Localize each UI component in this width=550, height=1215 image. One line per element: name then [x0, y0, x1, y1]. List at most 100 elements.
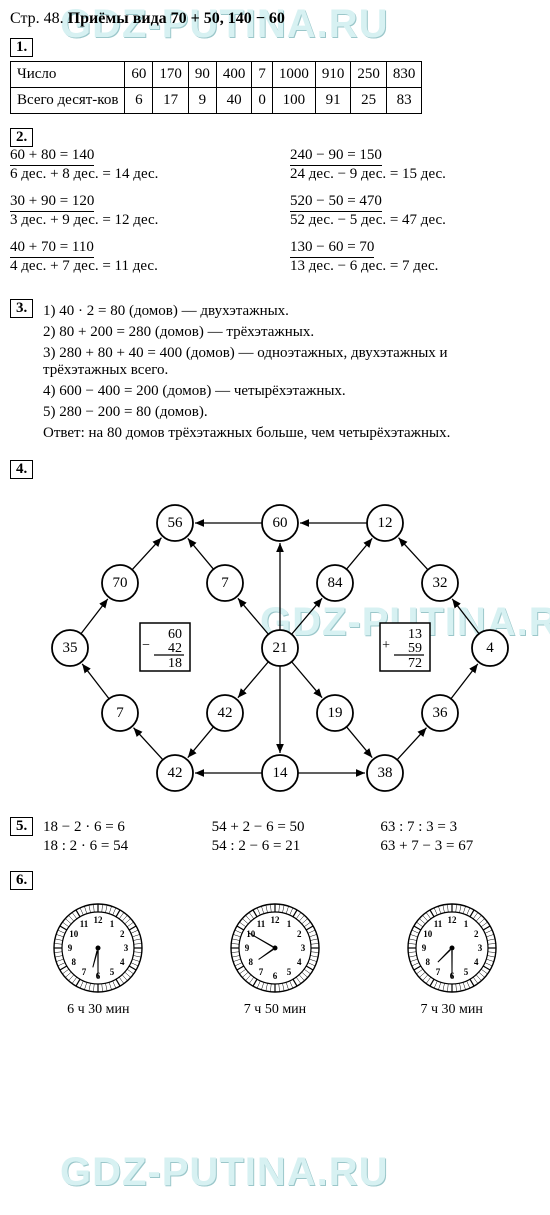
svg-text:11: 11: [433, 919, 442, 929]
svg-text:9: 9: [245, 943, 250, 953]
svg-text:56: 56: [168, 515, 184, 531]
svg-text:32: 32: [433, 575, 448, 591]
equation: 130 − 60 = 70: [290, 239, 374, 258]
equation: 54 + 2 − 6 = 50: [212, 819, 355, 836]
svg-text:12: 12: [447, 915, 457, 925]
svg-text:+: +: [382, 638, 390, 653]
clock-label: 7 ч 30 мин: [392, 1002, 512, 1018]
clock: 1234567891011127 ч 50 мин: [215, 894, 335, 1018]
solution-line: 3) 280 + 80 + 40 = 400 (домов) — одноэта…: [43, 345, 523, 379]
equation: 60 + 80 = 140: [10, 147, 94, 166]
watermark: GDZ-PUTINA.RU: [60, 1150, 389, 1195]
equation-expl: 24 дес. − 9 дес. = 15 дес.: [290, 166, 446, 182]
solution-line: 1) 40 · 2 = 80 (домов) — двухэтажных.: [43, 303, 523, 320]
svg-text:19: 19: [328, 705, 343, 721]
svg-text:4: 4: [486, 640, 494, 656]
equation: 40 + 70 = 110: [10, 239, 94, 258]
svg-text:4: 4: [474, 957, 479, 967]
equation: 30 + 90 = 120: [10, 193, 94, 212]
question-4: 4. −604218+13597256601270784323521474219…: [10, 460, 540, 803]
equation: 63 + 7 − 3 = 67: [380, 838, 523, 855]
svg-text:72: 72: [408, 656, 422, 671]
svg-text:42: 42: [168, 765, 183, 781]
svg-text:5: 5: [287, 967, 292, 977]
svg-text:4: 4: [120, 957, 125, 967]
question-2: 2. 60 + 80 = 1406 дес. + 8 дес. = 14 дес…: [10, 128, 540, 285]
clock: 1234567891011127 ч 30 мин: [392, 894, 512, 1018]
number-graph: −604218+13597256601270784323521474219364…: [15, 483, 535, 803]
svg-text:5: 5: [463, 967, 468, 977]
svg-text:12: 12: [94, 915, 104, 925]
svg-text:60: 60: [168, 627, 182, 642]
svg-text:7: 7: [116, 705, 124, 721]
svg-text:12: 12: [270, 915, 280, 925]
svg-text:38: 38: [378, 765, 393, 781]
svg-text:11: 11: [80, 919, 89, 929]
svg-text:4: 4: [297, 957, 302, 967]
svg-text:9: 9: [68, 943, 73, 953]
svg-text:8: 8: [425, 957, 430, 967]
svg-text:36: 36: [433, 705, 449, 721]
svg-text:42: 42: [218, 705, 233, 721]
svg-text:60: 60: [273, 515, 288, 531]
equation-expl: 52 дес. − 5 дес. = 47 дес.: [290, 212, 446, 228]
tens-table: Число601709040071000910250830Всего десят…: [10, 61, 422, 114]
question-3: 3. 1) 40 · 2 = 80 (домов) — двухэтажных.…: [10, 299, 540, 446]
svg-text:7: 7: [435, 967, 440, 977]
equation-expl: 13 дес. − 6 дес. = 7 дес.: [290, 258, 438, 274]
svg-text:59: 59: [408, 641, 422, 656]
svg-text:10: 10: [423, 929, 433, 939]
question-6: 6. 1234567891011126 ч 30 мин123456789101…: [10, 871, 540, 1018]
svg-text:5: 5: [110, 967, 115, 977]
solution-line: Ответ: на 80 домов трёхэтажных больше, ч…: [43, 425, 523, 442]
equation-expl: 3 дес. + 9 дес. = 12 дес.: [10, 212, 158, 228]
svg-text:1: 1: [110, 919, 115, 929]
equation: 240 − 90 = 150: [290, 147, 382, 166]
solution-line: 2) 80 + 200 = 280 (домов) — трёхэтажных.: [43, 324, 523, 341]
page-header: Стр. 48. Приёмы вида 70 + 50, 140 − 60: [10, 10, 540, 28]
svg-text:2: 2: [120, 929, 125, 939]
question-5: 5. 18 − 2 · 6 = 6 54 + 2 − 6 = 50 63 : 7 :…: [10, 817, 540, 857]
svg-text:6: 6: [273, 971, 278, 981]
svg-text:18: 18: [168, 656, 182, 671]
equation: 520 − 50 = 470: [290, 193, 382, 212]
svg-text:7: 7: [221, 575, 229, 591]
q2-number: 2.: [10, 128, 33, 147]
svg-text:8: 8: [72, 957, 77, 967]
svg-text:35: 35: [63, 640, 78, 656]
svg-text:3: 3: [124, 943, 129, 953]
svg-text:1: 1: [287, 919, 292, 929]
equation: 63 : 7 : 3 = 3: [380, 819, 523, 836]
equation: 18 − 2 · 6 = 6: [43, 819, 186, 836]
svg-text:3: 3: [301, 943, 306, 953]
svg-text:7: 7: [82, 967, 87, 977]
q1-number: 1.: [10, 38, 33, 57]
clock-label: 7 ч 50 мин: [215, 1002, 335, 1018]
svg-text:70: 70: [113, 575, 128, 591]
clock: 1234567891011126 ч 30 мин: [38, 894, 158, 1018]
svg-text:13: 13: [408, 627, 422, 642]
svg-text:21: 21: [273, 640, 288, 656]
q6-number: 6.: [10, 871, 33, 890]
svg-text:8: 8: [248, 957, 253, 967]
q4-number: 4.: [10, 460, 33, 479]
page-title: Приёмы вида 70 + 50, 140 − 60: [68, 10, 285, 27]
equation-expl: 4 дес. + 7 дес. = 11 дес.: [10, 258, 158, 274]
svg-text:12: 12: [378, 515, 393, 531]
solution-line: 4) 600 − 400 = 200 (домов) — четырёхэтаж…: [43, 383, 523, 400]
q3-number: 3.: [10, 299, 33, 318]
equation: 54 : 2 − 6 = 21: [212, 838, 355, 855]
q5-number: 5.: [10, 817, 33, 836]
equation: 18 : 2 · 6 = 54: [43, 838, 186, 855]
svg-text:−: −: [142, 638, 150, 653]
svg-text:3: 3: [477, 943, 482, 953]
question-1: 1. Число601709040071000910250830Всего де…: [10, 38, 540, 114]
page-num: Стр. 48.: [10, 10, 64, 27]
svg-text:2: 2: [297, 929, 302, 939]
svg-text:1: 1: [463, 919, 468, 929]
solution-line: 5) 280 − 200 = 80 (домов).: [43, 404, 523, 421]
svg-text:11: 11: [257, 919, 266, 929]
svg-text:84: 84: [328, 575, 344, 591]
svg-text:2: 2: [474, 929, 479, 939]
svg-text:42: 42: [168, 641, 182, 656]
